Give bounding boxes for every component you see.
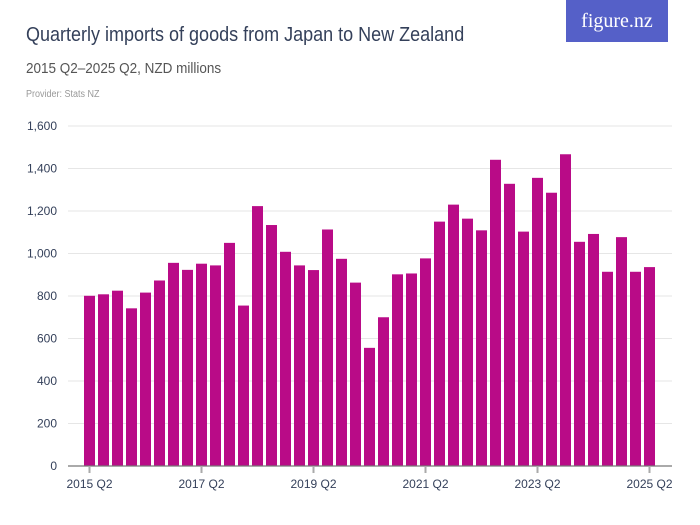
bar — [182, 269, 193, 466]
bar — [392, 274, 403, 466]
bar — [196, 263, 207, 466]
bar — [238, 305, 249, 466]
figure-nz-logo[interactable]: figure.nz — [566, 0, 668, 42]
y-tick-label: 1,000 — [27, 247, 57, 261]
bar — [434, 221, 445, 466]
bar — [574, 241, 585, 466]
x-tick-label: 2021 Q2 — [402, 477, 448, 491]
bar — [112, 290, 123, 466]
bar — [280, 251, 291, 466]
bar — [336, 258, 347, 466]
bar — [364, 347, 375, 466]
y-tick-label: 1,400 — [27, 162, 57, 176]
bar — [616, 237, 627, 466]
bar — [308, 270, 319, 466]
bar — [294, 265, 305, 466]
y-tick-label: 1,600 — [27, 119, 57, 133]
bar — [602, 271, 613, 466]
x-tick-label: 2025 Q2 — [626, 477, 672, 491]
chart-title: Quarterly imports of goods from Japan to… — [26, 24, 465, 46]
y-tick-label: 0 — [50, 459, 57, 473]
bar — [462, 218, 473, 466]
bar — [98, 294, 109, 466]
bar — [448, 204, 459, 466]
bar — [546, 192, 557, 466]
bar — [490, 159, 501, 466]
bar — [84, 295, 95, 466]
bar — [504, 183, 515, 467]
bar — [224, 242, 235, 466]
bar — [406, 273, 417, 466]
bar — [140, 292, 151, 466]
chart-subtitle: 2015 Q2–2025 Q2, NZD millions — [26, 60, 222, 77]
x-tick-label: 2019 Q2 — [290, 477, 336, 491]
bar — [126, 308, 137, 466]
bar — [322, 229, 333, 466]
bar — [532, 177, 543, 466]
x-tick-label: 2017 Q2 — [178, 477, 224, 491]
x-tick-label: 2023 Q2 — [514, 477, 560, 491]
bar — [266, 225, 277, 466]
bar — [518, 231, 529, 466]
x-tick-label: 2015 Q2 — [66, 477, 112, 491]
bar — [154, 280, 165, 466]
bar — [168, 262, 179, 466]
bar — [378, 317, 389, 466]
bar — [210, 265, 221, 466]
bar — [588, 233, 599, 466]
bar — [476, 230, 487, 466]
y-tick-label: 800 — [37, 289, 57, 303]
y-tick-label: 1,200 — [27, 204, 57, 218]
bar — [350, 282, 361, 466]
bar — [630, 271, 641, 466]
y-tick-label: 400 — [37, 374, 57, 388]
bar — [560, 154, 571, 466]
y-tick-label: 200 — [37, 417, 57, 431]
bar — [252, 206, 263, 467]
bar — [644, 267, 655, 466]
bar — [420, 258, 431, 466]
y-tick-label: 600 — [37, 332, 57, 346]
provider-label: Provider: Stats NZ — [26, 89, 100, 100]
